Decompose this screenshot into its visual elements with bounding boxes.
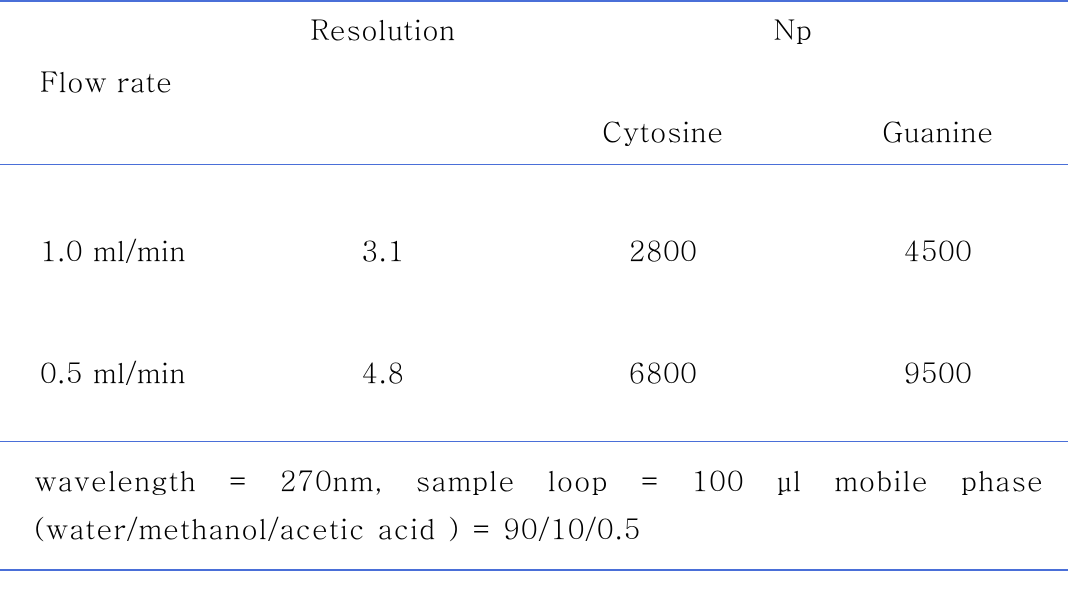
footer-row: wavelength = 270nm, sample loop = 100 µl… [0, 442, 1068, 571]
header-flow-rate: Flow rate [0, 48, 248, 110]
cell-flow-rate: 1.0 ml/min [0, 165, 248, 288]
header-empty-gua [808, 48, 1068, 110]
cell-resolution: 4.8 [248, 287, 518, 442]
header-empty-cyt [518, 48, 808, 110]
cell-resolution: 3.1 [248, 165, 518, 288]
cell-guanine: 9500 [808, 287, 1068, 442]
footer-text: wavelength = 270nm, sample loop = 100 µl… [0, 442, 1068, 571]
footer-line-1: wavelength = 270nm, sample loop = 100 µl… [34, 456, 1044, 504]
table-container: Resolution Np Flow rate Cytosine Guanine… [0, 0, 1068, 571]
header-empty-res [248, 48, 518, 110]
table-row: 1.0 ml/min 3.1 2800 4500 [0, 165, 1068, 288]
header-row-sub: Cytosine Guanine [0, 110, 1068, 165]
cell-cytosine: 2800 [518, 165, 808, 288]
footer-line-2: (water/methanol/acetic acid ) = 90/10/0.… [34, 504, 1044, 552]
subheader-guanine: Guanine [808, 110, 1068, 165]
cell-guanine: 4500 [808, 165, 1068, 288]
cell-cytosine: 6800 [518, 287, 808, 442]
subheader-cytosine: Cytosine [518, 110, 808, 165]
header-empty [0, 1, 248, 48]
cell-flow-rate: 0.5 ml/min [0, 287, 248, 442]
header-row-1: Resolution Np [0, 1, 1068, 48]
header-np: Np [518, 1, 1068, 48]
header-resolution: Resolution [248, 1, 518, 48]
subheader-empty-flow [0, 110, 248, 165]
header-row-flowrate: Flow rate [0, 48, 1068, 110]
data-table: Resolution Np Flow rate Cytosine Guanine… [0, 0, 1068, 571]
subheader-empty-res [248, 110, 518, 165]
table-row: 0.5 ml/min 4.8 6800 9500 [0, 287, 1068, 442]
